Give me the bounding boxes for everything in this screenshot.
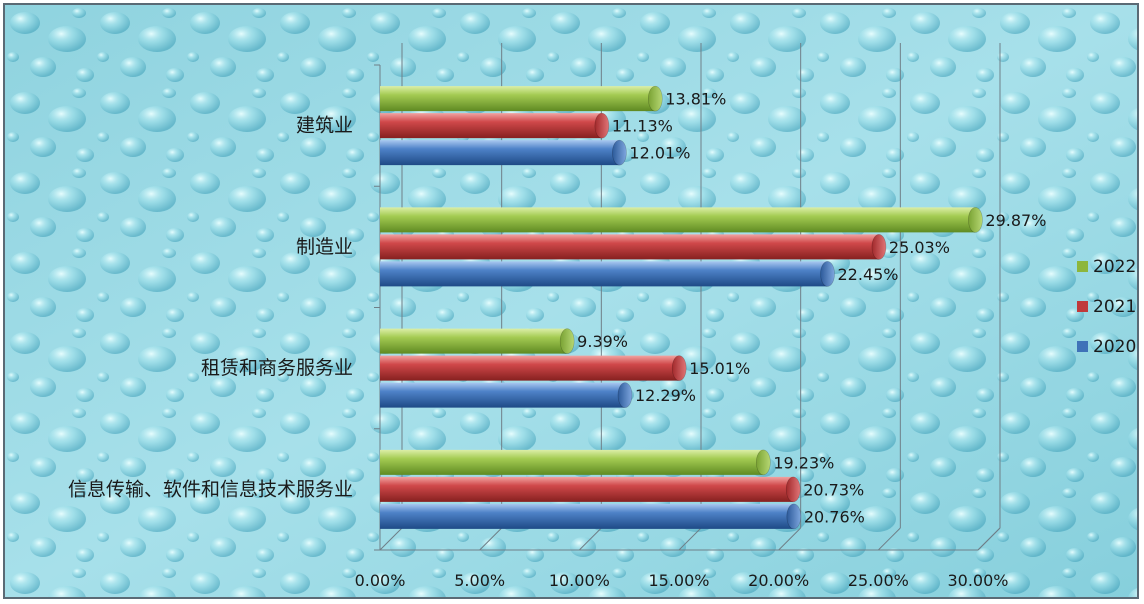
bar-body — [380, 234, 879, 260]
category-label: 建筑业 — [296, 115, 353, 137]
bar-body — [380, 261, 828, 287]
bar-2020 — [380, 261, 835, 287]
bar-body — [380, 207, 976, 233]
bar-body — [380, 476, 794, 502]
bar-2020 — [380, 503, 802, 530]
bar-end-cap — [647, 85, 663, 112]
bar-2020 — [380, 139, 627, 166]
floor-gridline — [877, 527, 901, 551]
bar-2022 — [380, 449, 771, 476]
x-tick-label: 20.00% — [748, 571, 809, 590]
data-labels: 13.81% 11.13% 12.01% 29.87% 25.03% 22.45% 9.39… — [577, 90, 1046, 527]
bar-chart: 13.81% 11.13% 12.01% 29.87% 25.03% 22.45% 9.39… — [5, 5, 1137, 597]
floor-gridline — [678, 527, 702, 551]
legend-swatch — [1077, 301, 1088, 312]
data-label: 22.45% — [838, 265, 899, 284]
floor-edge — [977, 527, 1001, 551]
bar-2022 — [380, 85, 663, 112]
legend-item: 2020 — [1077, 337, 1136, 357]
bar-end-cap — [785, 476, 801, 503]
data-label: 13.81% — [665, 90, 726, 109]
legend: 2022 2021 2020 — [1077, 257, 1136, 357]
legend-swatch — [1077, 341, 1088, 352]
floor-gridline — [578, 527, 602, 551]
category-label: 制造业 — [296, 236, 353, 258]
floor-gridline — [479, 527, 503, 551]
data-label: 11.13% — [612, 117, 673, 136]
bar-end-cap — [968, 207, 983, 233]
legend-swatch — [1077, 261, 1088, 272]
bar-body — [380, 140, 620, 166]
bars — [380, 85, 983, 530]
data-label: 12.01% — [629, 144, 690, 163]
bar-body — [380, 449, 764, 475]
bar-end-cap — [559, 328, 575, 354]
bar-body — [380, 328, 568, 354]
bar-end-cap — [617, 382, 633, 408]
bar-body — [380, 503, 794, 529]
bar-2021 — [380, 476, 801, 503]
bar-end-cap — [756, 449, 771, 476]
data-label: 20.76% — [804, 507, 865, 526]
bar-end-cap — [612, 139, 627, 166]
floor-gridline — [379, 527, 403, 551]
legend-label: 2022 — [1093, 257, 1136, 277]
bar-end-cap — [671, 355, 687, 381]
category-label: 信息传输、软件和信息技术服务业 — [68, 478, 353, 500]
bar-2022 — [380, 328, 575, 354]
chart-frame: 13.81% 11.13% 12.01% 29.87% 25.03% 22.45% 9.39… — [3, 3, 1139, 599]
bar-end-cap — [594, 112, 610, 139]
data-label: 25.03% — [889, 238, 950, 257]
bar-body — [380, 355, 680, 381]
legend-item: 2022 — [1077, 257, 1136, 277]
data-label: 15.01% — [689, 359, 750, 378]
x-tick-label: 25.00% — [848, 571, 909, 590]
bar-2021 — [380, 112, 610, 139]
bar-end-cap — [786, 503, 802, 530]
data-label: 19.23% — [773, 453, 834, 472]
bar-2021 — [380, 234, 887, 260]
bar-body — [380, 113, 602, 139]
x-tick-label: 5.00% — [454, 571, 505, 590]
data-label: 29.87% — [985, 211, 1046, 230]
data-label: 20.73% — [803, 480, 864, 499]
data-label: 12.29% — [635, 386, 696, 405]
category-label: 租赁和商务服务业 — [201, 357, 353, 379]
bar-2020 — [380, 382, 633, 408]
data-label: 9.39% — [577, 332, 628, 351]
legend-label: 2021 — [1093, 297, 1136, 317]
floor-gridline — [778, 527, 802, 551]
x-tick-labels: 0.00% 5.00% 10.00% 15.00% 20.00% 25.00% 30.00% — [355, 571, 1009, 590]
x-tick-label: 30.00% — [947, 571, 1008, 590]
legend-item: 2021 — [1077, 297, 1136, 317]
bar-body — [380, 86, 656, 112]
x-tick-label: 10.00% — [549, 571, 610, 590]
bar-body — [380, 382, 625, 408]
x-tick-label: 0.00% — [355, 571, 406, 590]
legend-label: 2020 — [1093, 337, 1136, 357]
bar-end-cap — [820, 261, 835, 287]
bar-2021 — [380, 355, 687, 381]
x-tick-label: 15.00% — [648, 571, 709, 590]
bar-end-cap — [871, 234, 887, 260]
bar-2022 — [380, 207, 983, 233]
